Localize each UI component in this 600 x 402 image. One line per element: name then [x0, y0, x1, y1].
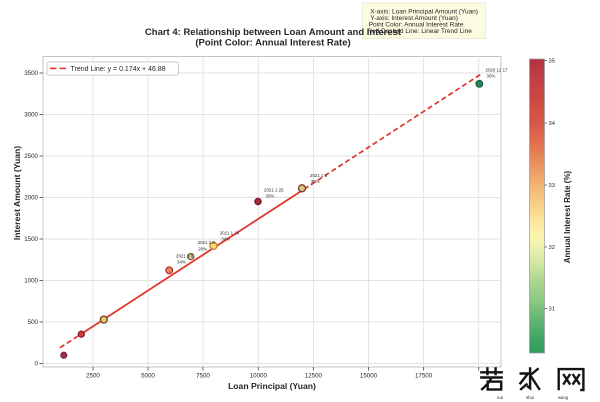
svg-text:30%: 30% [487, 74, 496, 79]
svg-text:1500: 1500 [24, 236, 38, 243]
svg-text:2021 1 25: 2021 1 25 [264, 188, 284, 193]
svg-text:3500: 3500 [24, 70, 38, 77]
svg-text:34: 34 [549, 121, 556, 127]
svg-text:12500: 12500 [305, 373, 323, 380]
svg-text:Point Color: Annual Interest R: Point Color: Annual Interest Rate [369, 22, 464, 29]
svg-text:X-axis: Loan Principal Amount: X-axis: Loan Principal Amount (Yuan) [370, 9, 478, 16]
svg-text:shui: shui [526, 395, 534, 400]
svg-text:Chart 4: Relationship between: Chart 4: Relationship between Loan Amoun… [145, 27, 402, 38]
svg-text:15000: 15000 [360, 373, 378, 380]
svg-text:Trend Line: y = 0.174x + 46.88: Trend Line: y = 0.174x + 46.88 [71, 66, 166, 73]
svg-text:2021 1 24: 2021 1 24 [220, 231, 240, 236]
svg-text:500: 500 [28, 319, 39, 326]
svg-text:Red Dashed Line: Linear Trend: Red Dashed Line: Linear Trend Line [367, 28, 472, 35]
svg-text:32: 32 [549, 245, 555, 251]
svg-text:(Point Color: Annual Interest: (Point Color: Annual Interest Rate) [195, 38, 350, 49]
svg-text:35: 35 [549, 59, 555, 65]
svg-text:31: 31 [549, 307, 555, 313]
svg-text:2000: 2000 [24, 195, 38, 202]
svg-text:7500: 7500 [196, 373, 210, 380]
svg-text:Loan Principal (Yuan): Loan Principal (Yuan) [228, 381, 316, 391]
svg-text:30%: 30% [266, 193, 275, 198]
svg-text:Annual Interest Rate (%): Annual Interest Rate (%) [563, 170, 572, 263]
svg-text:Interest Amount (Yuan): Interest Amount (Yuan) [12, 146, 22, 240]
svg-text:2021 2 8: 2021 2 8 [198, 240, 216, 245]
svg-text:10000: 10000 [250, 373, 268, 380]
svg-text:2500: 2500 [86, 373, 100, 380]
svg-text:wang: wang [558, 395, 569, 400]
svg-text:Y-axis: Interest Amount (Yuan): Y-axis: Interest Amount (Yuan) [370, 15, 458, 22]
svg-text:33: 33 [549, 183, 555, 189]
svg-text:2500: 2500 [24, 153, 38, 160]
svg-text:1000: 1000 [24, 278, 38, 285]
svg-text:30%: 30% [311, 179, 320, 184]
svg-text:ruo: ruo [497, 395, 504, 400]
svg-text:0: 0 [35, 361, 39, 368]
svg-text:5000: 5000 [141, 373, 155, 380]
svg-text:34%: 34% [177, 259, 186, 264]
svg-text:2020 12 17: 2020 12 17 [486, 68, 509, 73]
svg-text:20%: 20% [198, 246, 207, 251]
svg-text:3000: 3000 [24, 112, 38, 119]
svg-text:2021 3 6: 2021 3 6 [176, 254, 194, 259]
svg-text:2021 1 2: 2021 1 2 [310, 173, 328, 178]
svg-text:17500: 17500 [415, 373, 433, 380]
svg-text:34%: 34% [221, 237, 230, 242]
